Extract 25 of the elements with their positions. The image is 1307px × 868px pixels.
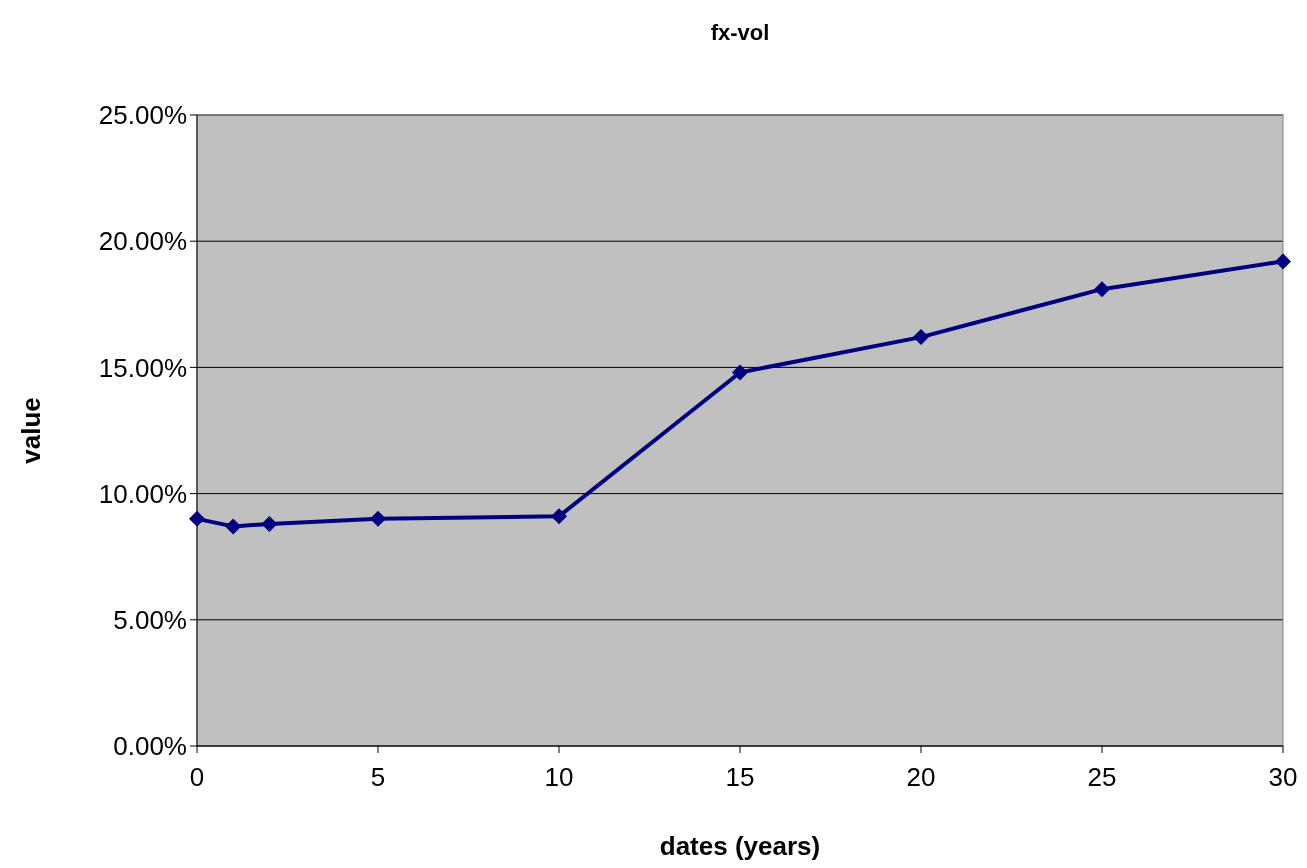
x-tick-label: 15 <box>725 762 755 792</box>
y-axis-title: value <box>16 397 46 464</box>
point <box>189 510 205 527</box>
point <box>370 510 386 527</box>
x-tick-label: 20 <box>906 762 936 792</box>
point <box>551 508 567 525</box>
x-axis-title: dates (years) <box>659 831 821 861</box>
point <box>261 515 278 532</box>
y-tick-label: 5.00% <box>113 604 187 635</box>
y-tick-label: 15.00% <box>98 352 187 383</box>
point <box>732 364 748 381</box>
point <box>225 518 242 535</box>
point <box>1275 253 1291 270</box>
x-tick-label: 25 <box>1087 762 1117 792</box>
y-tick-label: 0.00% <box>113 731 187 762</box>
chart-title: fx-vol <box>710 20 770 45</box>
x-tick-label: 30 <box>1268 762 1298 792</box>
y-tick-label: 10.00% <box>98 478 187 509</box>
x-tick-label: 5 <box>370 762 386 792</box>
y-tick-label: 25.00% <box>98 100 187 131</box>
point <box>913 329 929 346</box>
point <box>1094 281 1110 298</box>
x-tick-label: 10 <box>544 762 574 792</box>
y-tick-label: 20.00% <box>98 226 187 257</box>
x-tick-label: 0 <box>189 762 205 792</box>
